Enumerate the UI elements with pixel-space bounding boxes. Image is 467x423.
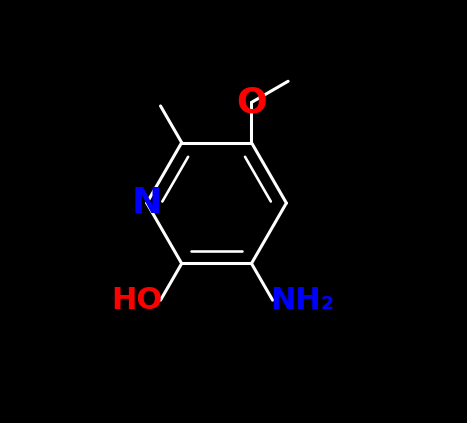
- Text: HO: HO: [112, 286, 163, 315]
- Text: N: N: [132, 186, 162, 220]
- Text: NH₂: NH₂: [270, 286, 335, 315]
- Text: O: O: [236, 85, 267, 119]
